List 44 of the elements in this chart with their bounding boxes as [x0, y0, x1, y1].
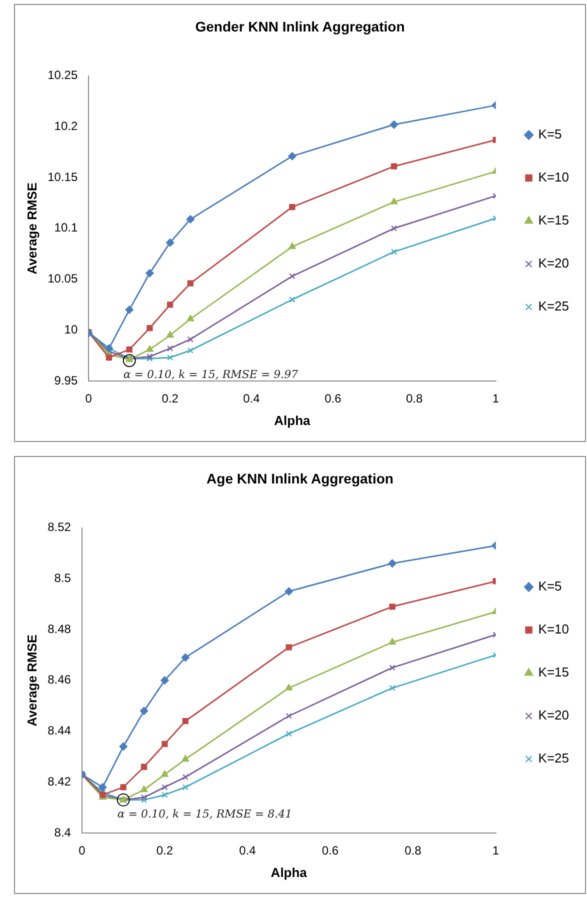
annotation: α = 0.10, k = 15, RMSE = 9.97 — [123, 368, 298, 382]
legend-label: K=25 — [538, 750, 570, 766]
y-tick-label: 8.44 — [48, 724, 72, 738]
x-tick-label: 0.6 — [322, 844, 339, 858]
legend-label: K=5 — [538, 578, 562, 594]
y-tick-label: 10.25 — [48, 68, 78, 82]
y-tick-label: 10.2 — [54, 118, 78, 133]
x-tick-label: 0 — [85, 392, 92, 406]
legend-label: K=10 — [538, 622, 570, 637]
x-tick-label: 0.4 — [243, 392, 260, 406]
y-tick-label: 10.05 — [48, 272, 78, 286]
x-tick-label: 0 — [78, 844, 86, 858]
legend-label: K=20 — [538, 708, 570, 723]
legend-label: K=5 — [538, 126, 562, 142]
y-axis-title: Average RMSE — [24, 634, 40, 726]
y-tick-label: 9.95 — [54, 373, 78, 388]
y-tick-label: 8.52 — [48, 520, 72, 534]
y-tick-label: 10 — [64, 322, 78, 336]
x-tick-label: 0.8 — [406, 392, 424, 406]
annotation: α = 0.10, k = 15, RMSE = 8.41 — [117, 807, 292, 820]
y-tick-label: 10.1 — [54, 220, 78, 235]
x-axis-title: Alpha — [270, 864, 308, 880]
legend-label: K=10 — [538, 170, 570, 185]
y-tick-label: 8.48 — [48, 622, 72, 636]
x-tick-label: 0.2 — [156, 844, 174, 858]
y-tick-label: 8.4 — [54, 825, 72, 840]
y-tick-label: 10.15 — [48, 170, 78, 184]
y-tick-label: 8.5 — [54, 570, 72, 585]
x-tick-label: 0.2 — [162, 392, 179, 406]
chart-title: Gender KNN Inlink Aggregation — [195, 18, 405, 34]
x-tick-label: 1 — [492, 844, 500, 858]
legend-label: K=15 — [538, 664, 570, 680]
chart-title: Age KNN Inlink Aggregation — [206, 470, 394, 486]
x-tick-label: 1 — [492, 392, 500, 406]
x-tick-label: 0.8 — [404, 844, 422, 858]
x-tick-label: 0.6 — [324, 392, 342, 406]
y-tick-label: 8.46 — [48, 672, 72, 687]
x-tick-label: 0.4 — [239, 844, 256, 858]
legend-label: K=25 — [538, 298, 570, 314]
y-axis-title: Average RMSE — [24, 182, 40, 274]
x-axis-title: Alpha — [274, 412, 312, 428]
legend-label: K=15 — [538, 212, 570, 228]
legend-label: K=20 — [538, 256, 570, 271]
y-tick-label: 8.42 — [48, 774, 72, 788]
